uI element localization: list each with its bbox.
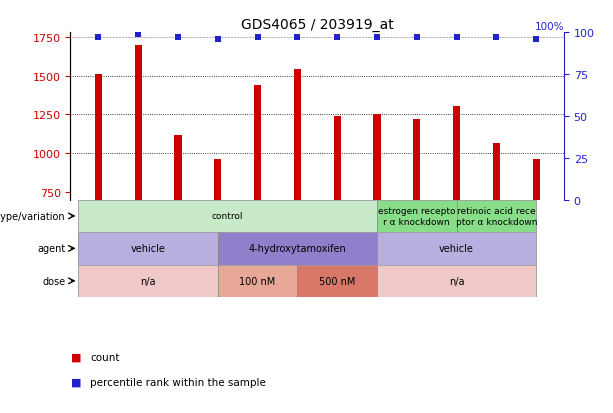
Bar <box>174 135 181 309</box>
Bar <box>373 114 381 309</box>
Text: estrogen recepto
r α knockdown: estrogen recepto r α knockdown <box>378 207 455 226</box>
Point <box>173 35 183 41</box>
Text: vehicle: vehicle <box>439 244 474 254</box>
Bar <box>457 200 536 233</box>
Bar <box>453 107 460 309</box>
Bar <box>78 233 218 265</box>
Point <box>531 36 541 43</box>
Bar <box>78 265 218 297</box>
Bar <box>413 120 421 309</box>
Point <box>253 35 262 41</box>
Text: 500 nM: 500 nM <box>319 276 356 286</box>
Title: GDS4065 / 203919_at: GDS4065 / 203919_at <box>241 18 394 32</box>
Text: ■: ■ <box>70 377 81 387</box>
Bar <box>218 233 377 265</box>
Text: count: count <box>90 352 120 362</box>
Point <box>93 35 103 41</box>
Point <box>133 31 143 38</box>
Bar <box>218 265 297 297</box>
Text: control: control <box>212 212 243 221</box>
Point <box>412 35 422 41</box>
Point <box>292 35 302 41</box>
Text: n/a: n/a <box>140 276 156 286</box>
Bar <box>297 265 377 297</box>
Bar <box>254 85 261 309</box>
Text: ■: ■ <box>70 352 81 362</box>
Text: 4-hydroxytamoxifen: 4-hydroxytamoxifen <box>248 244 346 254</box>
Bar <box>493 144 500 309</box>
Text: vehicle: vehicle <box>131 244 166 254</box>
Bar <box>533 160 539 309</box>
Bar <box>377 200 457 233</box>
Bar <box>377 233 536 265</box>
Text: retinoic acid rece
ptor α knockdown: retinoic acid rece ptor α knockdown <box>455 207 537 226</box>
Point <box>452 35 462 41</box>
Text: percentile rank within the sample: percentile rank within the sample <box>90 377 266 387</box>
Bar <box>377 265 536 297</box>
Text: agent: agent <box>37 244 66 254</box>
Point <box>213 36 223 43</box>
Bar <box>78 200 377 233</box>
Text: dose: dose <box>42 276 66 286</box>
Bar <box>214 160 221 309</box>
Point <box>492 35 501 41</box>
Point <box>372 35 382 41</box>
Bar <box>95 75 102 309</box>
Text: genotype/variation: genotype/variation <box>0 211 66 221</box>
Text: 100%: 100% <box>535 22 564 32</box>
Bar <box>294 69 301 309</box>
Text: n/a: n/a <box>449 276 464 286</box>
Text: 100 nM: 100 nM <box>240 276 276 286</box>
Bar <box>135 45 142 309</box>
Bar <box>333 116 341 309</box>
Point <box>332 35 342 41</box>
